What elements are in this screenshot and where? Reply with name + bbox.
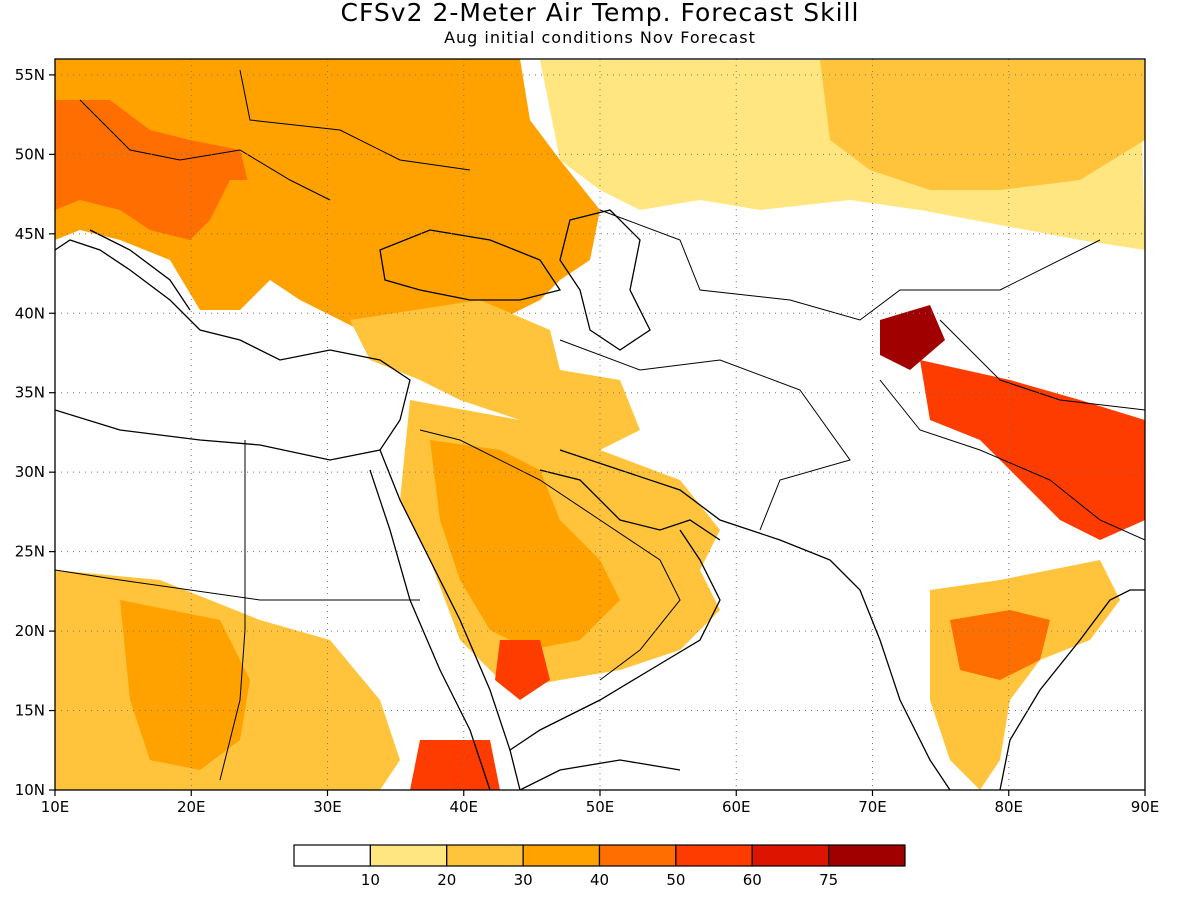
map-title: CFSv2 2-Meter Air Temp. Forecast Skill bbox=[340, 0, 860, 27]
colorbar-label: 20 bbox=[437, 871, 456, 889]
india-east-coast bbox=[999, 589, 1145, 790]
red-sea-west-coast bbox=[369, 469, 491, 790]
lat-tick-label: 40N bbox=[15, 304, 45, 322]
africa-horn-coast bbox=[519, 759, 681, 790]
colorbar-swatch bbox=[828, 844, 906, 867]
colorbar-swatch bbox=[446, 844, 524, 867]
border-india bbox=[879, 379, 1145, 541]
lat-tick-label: 15N bbox=[15, 702, 45, 720]
skill-region-russia-east-europe bbox=[200, 180, 330, 280]
skill-region-arabia-core bbox=[430, 440, 620, 650]
border-himalaya bbox=[939, 319, 1145, 411]
border-central-asia bbox=[599, 209, 1101, 321]
lat-tick-label: 35N bbox=[15, 384, 45, 402]
colorbar-swatch bbox=[598, 844, 677, 867]
lat-tick-label: 50N bbox=[15, 145, 45, 163]
longitude-axis: 10E 20E 30E 40E 50E 60E 70E 80E 90E bbox=[41, 790, 1160, 816]
caspian-coast bbox=[559, 209, 651, 351]
colorbar-swatch bbox=[369, 844, 448, 867]
india-west-coast bbox=[829, 559, 951, 790]
lon-tick-label: 60E bbox=[722, 798, 751, 816]
persian-gulf-coast bbox=[539, 469, 721, 541]
coastlines bbox=[55, 209, 1145, 790]
border-europe-1 bbox=[79, 99, 331, 201]
skill-region-yemen-hotspot bbox=[495, 640, 550, 700]
colorbar-label: 10 bbox=[361, 871, 380, 889]
colorbar-swatch bbox=[751, 844, 830, 867]
lon-tick-label: 70E bbox=[858, 798, 887, 816]
latitude-axis: 10N 15N 20N 25N 30N 35N 40N 45N 50N 55N bbox=[15, 66, 55, 799]
lon-tick-label: 30E bbox=[313, 798, 342, 816]
black-sea-coast bbox=[379, 229, 562, 301]
colorbar-label: 60 bbox=[743, 871, 762, 889]
lat-tick-label: 45N bbox=[15, 225, 45, 243]
lon-tick-label: 20E bbox=[177, 798, 206, 816]
lon-tick-label: 10E bbox=[41, 798, 70, 816]
colorbar-label: 50 bbox=[666, 871, 685, 889]
skill-region-sahel-core bbox=[120, 600, 250, 770]
borders bbox=[55, 69, 1145, 781]
border-europe-2 bbox=[239, 69, 471, 171]
colorbar-label: 30 bbox=[514, 871, 533, 889]
mediterranean-coast bbox=[55, 239, 411, 461]
lat-tick-label: 30N bbox=[15, 463, 45, 481]
border-africa-2 bbox=[219, 440, 246, 781]
arabia-south-coast bbox=[509, 529, 721, 751]
iran-coast bbox=[559, 449, 831, 561]
skill-region-anatolia-levant bbox=[350, 300, 640, 450]
skill-region-india-central bbox=[930, 560, 1120, 790]
colorbar-swatch bbox=[293, 844, 371, 867]
border-iran bbox=[559, 339, 851, 531]
skill-region-himalaya-east bbox=[920, 360, 1145, 540]
lat-tick-label: 25N bbox=[15, 543, 45, 561]
adriatic-coast bbox=[89, 229, 191, 311]
colorbar-swatch bbox=[675, 844, 753, 867]
skill-region-europe bbox=[55, 59, 600, 330]
lon-tick-label: 90E bbox=[1131, 798, 1160, 816]
skill-shading bbox=[55, 59, 1145, 790]
lat-tick-label: 20N bbox=[15, 622, 45, 640]
lon-tick-label: 50E bbox=[586, 798, 615, 816]
skill-region-ethiopia-hotspot bbox=[410, 740, 500, 790]
skill-region-kashmir bbox=[880, 305, 945, 370]
border-africa-1 bbox=[55, 569, 420, 601]
colorbar-label: 75 bbox=[819, 871, 838, 889]
skill-region-central-europe bbox=[55, 100, 250, 240]
lon-tick-label: 40E bbox=[449, 798, 478, 816]
skill-region-siberia-east bbox=[820, 60, 1145, 190]
lon-tick-label: 80E bbox=[994, 798, 1023, 816]
colorbar-label: 40 bbox=[590, 871, 609, 889]
map-subtitle: Aug initial conditions Nov Forecast bbox=[444, 28, 756, 47]
lat-tick-label: 10N bbox=[15, 781, 45, 799]
border-arabia bbox=[419, 429, 681, 681]
skill-region-india-core bbox=[950, 610, 1050, 680]
lat-tick-label: 55N bbox=[15, 66, 45, 84]
colorbar-swatch bbox=[522, 844, 601, 867]
colorbar: 10 20 30 40 50 60 75 bbox=[293, 844, 906, 889]
